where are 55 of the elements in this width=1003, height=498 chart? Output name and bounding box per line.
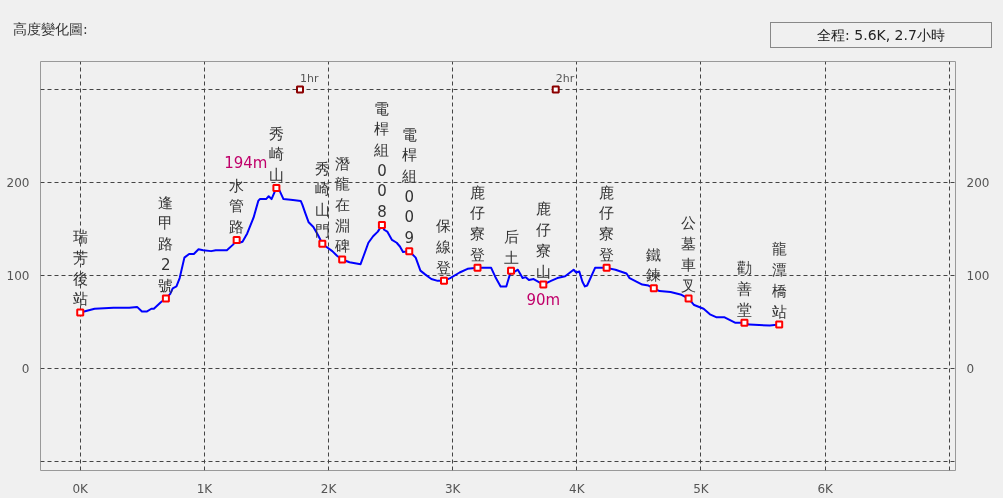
point	[473, 263, 482, 272]
annotation: 公墓車叉	[681, 214, 697, 295]
annotation: 鹿仔寮山	[535, 200, 551, 281]
x-tick-label: 3K	[444, 481, 462, 496]
annotation: 龍潭橋站	[771, 240, 787, 321]
annotation: 電桿組008	[373, 99, 390, 222]
point	[507, 266, 516, 275]
x-tick-label: 1K	[196, 481, 214, 496]
point	[539, 280, 548, 289]
annotation: 潛龍在淵碑	[333, 154, 350, 256]
annotation: 秀崎山	[268, 124, 284, 184]
annotation: 電桿組009	[400, 125, 417, 248]
y-tick-label: 100	[6, 268, 30, 283]
point	[232, 235, 241, 244]
annotation: 保線登	[435, 217, 452, 277]
x-tick-label: 2K	[320, 481, 338, 496]
y2-tick-label: 200	[966, 175, 990, 190]
point	[602, 263, 611, 272]
x-tick-label: 4K	[569, 481, 586, 496]
point	[775, 320, 784, 329]
data-label: 90m	[526, 290, 561, 309]
y-tick-label: 0	[21, 361, 30, 376]
chart-subtitle: 全程: 5.6K, 2.7小時	[817, 26, 945, 45]
data-label: 194m	[224, 153, 268, 172]
annotation: 2hr	[555, 72, 575, 86]
x-tick-label: 6K	[817, 481, 835, 496]
annotation: 逢甲路2號	[158, 193, 174, 295]
annotation: 后土	[503, 227, 519, 267]
annotation: 水管路	[229, 176, 245, 236]
annotation: 鹿仔寮登	[470, 183, 486, 264]
point	[684, 294, 693, 303]
point	[649, 284, 658, 293]
point	[740, 318, 749, 327]
annotation: 鐵鍊	[646, 245, 662, 285]
y-tick-label: 200	[6, 175, 30, 190]
y2-tick-label: 0	[966, 361, 975, 376]
annotation: 1hr	[299, 72, 319, 86]
point	[405, 247, 414, 256]
point	[295, 85, 304, 94]
point	[551, 85, 560, 94]
chart-title: 高度變化圖:	[13, 20, 88, 39]
annotation: 勸善堂	[736, 259, 752, 319]
annotation: 瑞芳後站	[72, 228, 88, 309]
point	[318, 239, 327, 248]
annotation: 鹿仔寮登	[599, 183, 615, 264]
point	[76, 308, 85, 317]
point	[439, 276, 448, 285]
point	[272, 183, 281, 192]
point	[161, 294, 170, 303]
x-tick-label: 5K	[693, 481, 710, 496]
point	[377, 221, 386, 230]
point	[338, 255, 347, 264]
y2-tick-label: 100	[966, 268, 990, 283]
x-tick-label: 0K	[72, 481, 90, 496]
annotation: 秀崎山門	[314, 159, 330, 240]
